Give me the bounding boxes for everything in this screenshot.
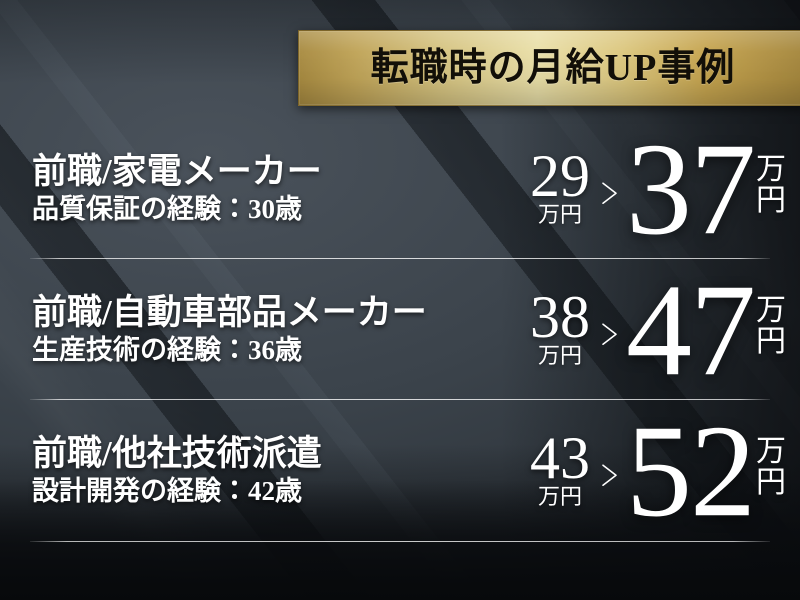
salary-before-value: 38	[530, 284, 590, 351]
salary-after: 37 万 円	[626, 114, 786, 262]
case-row: 前職/他社技術派遣 設計開発の経験：42歳 43 万円 52	[0, 400, 800, 541]
salary-after-unit-yen: 円	[756, 466, 786, 500]
salary-before-value: 29	[530, 143, 590, 210]
salary-after-unit-man: 万	[756, 293, 786, 327]
job-subtitle: 生産技術の経験：36歳	[32, 334, 302, 365]
job-title: 前職/家電メーカー	[32, 151, 322, 191]
salary-before-unit: 万円	[537, 484, 582, 510]
job-title: 前職/自動車部品メーカー	[32, 292, 427, 332]
case-list: 前職/家電メーカー 品質保証の経験：30歳 29 万円 37	[0, 118, 800, 541]
salary-after-unit-man: 万	[756, 152, 786, 186]
salary-after-unit-yen: 円	[756, 184, 786, 218]
salary-after-unit: 万 円	[756, 434, 786, 500]
job-info: 前職/他社技術派遣 設計開発の経験：42歳	[32, 434, 322, 508]
title-banner: 転職時の月給UP事例	[298, 30, 800, 106]
salary-before-unit: 万円	[537, 202, 582, 228]
job-info: 前職/家電メーカー 品質保証の経験：30歳	[32, 152, 322, 226]
chevron-right-icon	[596, 456, 624, 496]
bottom-divider	[30, 541, 770, 542]
row-divider	[30, 399, 770, 400]
job-subtitle: 品質保証の経験：30歳	[32, 193, 302, 224]
salary-after-value: 52	[626, 396, 756, 544]
salary-comparison: 29 万円 37 万 円	[530, 114, 786, 262]
salary-after-value: 47	[626, 255, 756, 403]
salary-after-unit-yen: 円	[756, 325, 786, 359]
salary-after-unit: 万 円	[756, 293, 786, 359]
salary-before-value: 43	[530, 425, 590, 492]
salary-comparison: 38 万円 47 万 円	[530, 255, 786, 403]
salary-after-unit-man: 万	[756, 434, 786, 468]
salary-after: 52 万 円	[626, 396, 786, 544]
chevron-right-icon	[596, 174, 624, 214]
salary-after: 47 万 円	[626, 255, 786, 403]
salary-after-value: 37	[626, 114, 756, 262]
banner-title-text: 転職時の月給UP事例	[370, 47, 736, 89]
salary-after-unit: 万 円	[756, 152, 786, 218]
case-row: 前職/自動車部品メーカー 生産技術の経験：36歳 38 万円 47	[0, 259, 800, 400]
chevron-right-icon	[596, 315, 624, 355]
job-info: 前職/自動車部品メーカー 生産技術の経験：36歳	[32, 293, 427, 367]
salary-before: 29 万円	[530, 143, 590, 228]
salary-before-unit: 万円	[537, 343, 582, 369]
salary-comparison: 43 万円 52 万 円	[530, 396, 786, 544]
row-divider	[30, 258, 770, 259]
salary-before: 38 万円	[530, 284, 590, 369]
job-title: 前職/他社技術派遣	[32, 433, 322, 473]
background-bottom-shade	[0, 480, 800, 600]
case-row: 前職/家電メーカー 品質保証の経験：30歳 29 万円 37	[0, 118, 800, 259]
job-subtitle: 設計開発の経験：42歳	[32, 475, 302, 506]
salary-before: 43 万円	[530, 425, 590, 510]
